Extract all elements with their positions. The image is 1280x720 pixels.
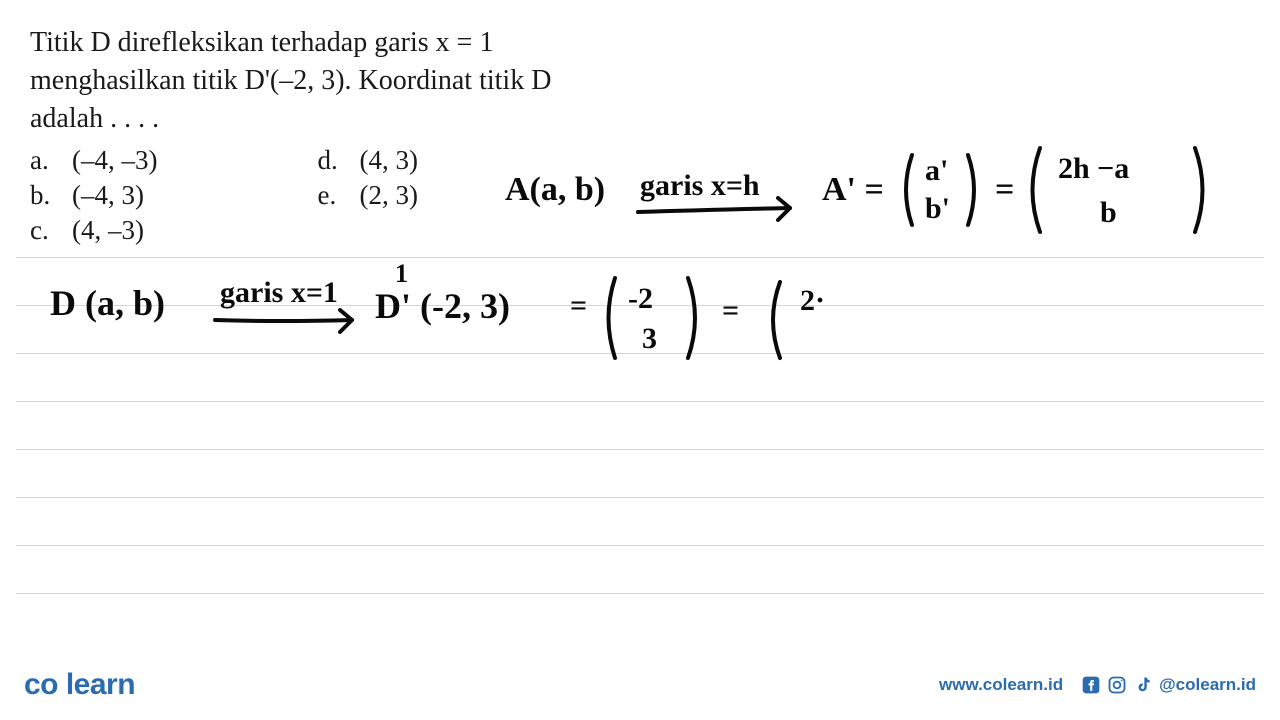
instagram-icon[interactable] — [1107, 675, 1127, 695]
option-b-label: b. — [30, 180, 54, 211]
option-e: e. (2, 3) — [317, 180, 417, 211]
question-text: Titik D direfleksikan terhadap garis x =… — [30, 24, 1250, 137]
question-line-3: adalah . . . . — [30, 100, 1250, 138]
option-d: d. (4, 3) — [317, 145, 417, 176]
footer: co learn www.colearn.id @colearn.id — [0, 668, 1280, 702]
website-link[interactable]: www.colearn.id — [939, 675, 1063, 695]
option-b-value: (–4, 3) — [72, 180, 144, 211]
option-e-label: e. — [317, 180, 341, 211]
tiktok-icon[interactable] — [1133, 675, 1153, 695]
question-line-2: menghasilkan titik D'(–2, 3). Koordinat … — [30, 62, 1250, 100]
brand-logo: co learn — [24, 668, 135, 702]
facebook-icon[interactable] — [1081, 675, 1101, 695]
social-handle: @colearn.id — [1159, 675, 1256, 695]
option-a-value: (–4, –3) — [72, 145, 157, 176]
option-e-value: (2, 3) — [359, 180, 417, 211]
question-line-1: Titik D direfleksikan terhadap garis x =… — [30, 24, 1250, 62]
option-a: a. (–4, –3) — [30, 145, 157, 176]
option-d-label: d. — [317, 145, 341, 176]
option-d-value: (4, 3) — [359, 145, 417, 176]
ruled-paper — [16, 210, 1264, 640]
option-a-label: a. — [30, 145, 54, 176]
option-b: b. (–4, 3) — [30, 180, 157, 211]
